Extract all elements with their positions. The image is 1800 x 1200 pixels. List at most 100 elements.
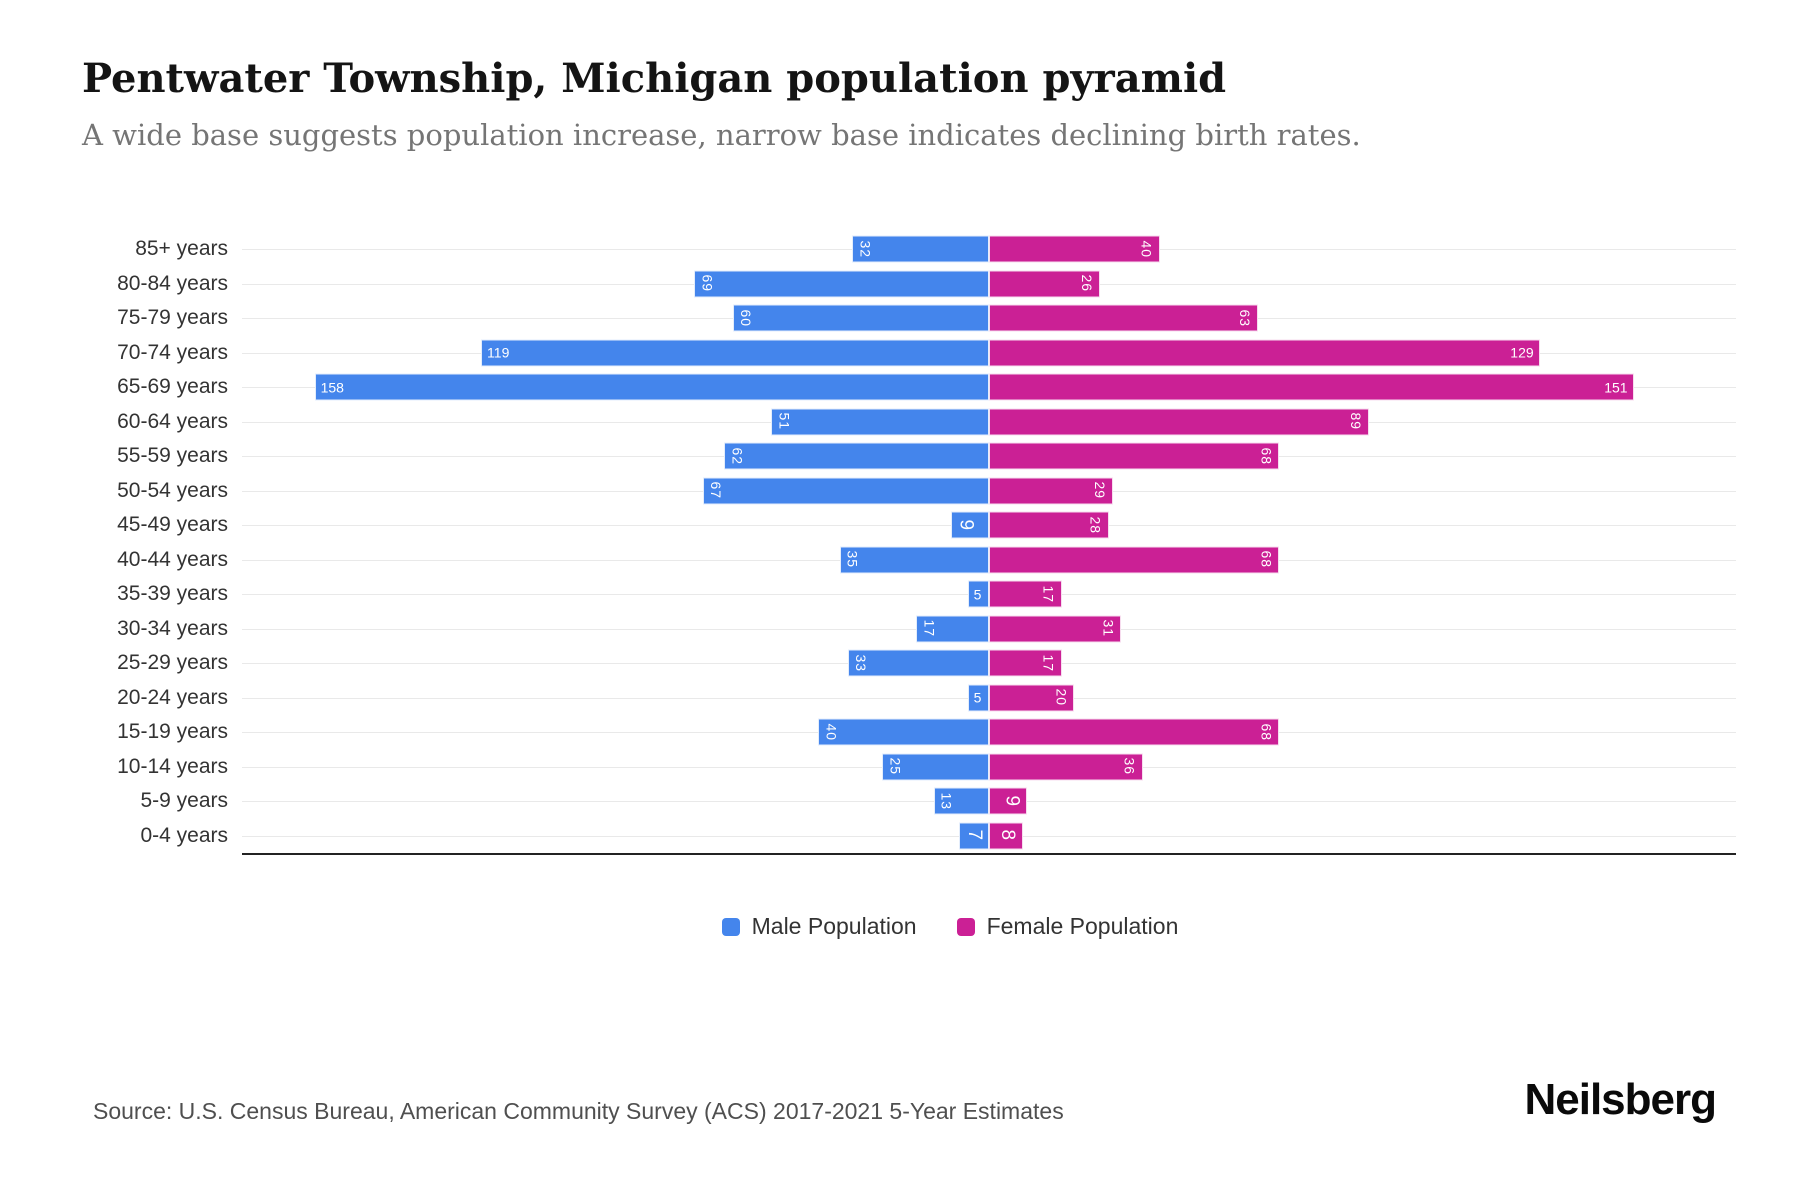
female-bar[interactable]: 63: [989, 304, 1258, 332]
male-half: 51: [242, 408, 989, 436]
male-bar[interactable]: 40: [818, 718, 989, 746]
male-bar[interactable]: 13: [933, 787, 989, 815]
male-bar-label: 25: [887, 757, 904, 776]
female-half: 151: [989, 373, 1736, 401]
female-half: 20: [989, 684, 1736, 712]
pyramid-row: 20-24 years 5 20: [0, 681, 1736, 716]
female-bar[interactable]: 129: [989, 339, 1540, 367]
pyramid-row: 0-4 years 7 8: [0, 819, 1736, 854]
row-plot: 62 68: [242, 439, 1736, 474]
female-bar[interactable]: 151: [989, 373, 1634, 401]
female-half: 28: [989, 511, 1736, 539]
male-bar[interactable]: 17: [916, 615, 989, 643]
female-half: 68: [989, 546, 1736, 574]
female-half: 36: [989, 753, 1736, 781]
male-bar-label: 67: [708, 481, 725, 500]
male-bar[interactable]: 69: [694, 270, 989, 298]
category-label: 70-74 years: [117, 340, 228, 364]
row-plot: 9 28: [242, 508, 1736, 543]
male-bar[interactable]: 60: [732, 304, 989, 332]
female-bar[interactable]: 29: [989, 477, 1113, 505]
male-bar[interactable]: 158: [314, 373, 989, 401]
female-bar-label: 68: [1258, 723, 1275, 742]
male-bar-label: 51: [776, 412, 793, 431]
legend-item-female[interactable]: Female Population: [956, 913, 1179, 940]
female-bar[interactable]: 68: [989, 442, 1280, 470]
female-bar-label: 68: [1258, 447, 1275, 466]
male-bar-label: 158: [320, 379, 344, 396]
male-bar[interactable]: 35: [839, 546, 989, 574]
row-plot: 158 151: [242, 370, 1736, 405]
female-half: 17: [989, 580, 1736, 608]
legend-label-male: Male Population: [751, 913, 917, 939]
female-half: 89: [989, 408, 1736, 436]
row-plot: 67 29: [242, 474, 1736, 509]
male-bar-label: 5: [973, 689, 982, 706]
row-plot: 33 17: [242, 646, 1736, 681]
female-bar-label: 129: [1510, 344, 1534, 361]
legend: Male Population Female Population: [0, 913, 1800, 940]
male-bar[interactable]: 51: [771, 408, 989, 436]
male-half: 158: [242, 373, 989, 401]
male-bar[interactable]: 32: [852, 235, 989, 263]
male-bar-label: 62: [729, 447, 746, 466]
female-bar[interactable]: 17: [989, 580, 1062, 608]
male-half: 5: [242, 684, 989, 712]
female-bar[interactable]: 68: [989, 718, 1280, 746]
category-label: 5-9 years: [140, 789, 228, 812]
male-bar[interactable]: 9: [950, 511, 989, 539]
legend-label-female: Female Population: [986, 913, 1179, 939]
row-plot: 5 20: [242, 681, 1736, 716]
pyramid-row: 85+ years 32 40: [0, 232, 1736, 267]
male-bar[interactable]: 25: [882, 753, 989, 781]
female-bar-label: 151: [1604, 379, 1628, 396]
female-bar-label: 29: [1091, 481, 1108, 500]
female-bar[interactable]: 89: [989, 408, 1369, 436]
row-plot: 35 68: [242, 543, 1736, 578]
male-bar[interactable]: 5: [967, 684, 989, 712]
female-swatch-icon: [956, 917, 975, 936]
pyramid-row: 5-9 years 13 9: [0, 784, 1736, 819]
female-bar-label: 28: [1087, 516, 1104, 535]
male-bar[interactable]: 7: [959, 822, 989, 850]
female-bar[interactable]: 40: [989, 235, 1160, 263]
male-bar[interactable]: 67: [703, 477, 989, 505]
category-label: 65-69 years: [117, 375, 228, 398]
female-bar-label: 89: [1347, 412, 1364, 431]
pyramid-row: 75-79 years 60 63: [0, 301, 1736, 336]
female-half: 40: [989, 235, 1736, 263]
female-bar[interactable]: 68: [989, 546, 1280, 574]
female-bar[interactable]: 20: [989, 684, 1075, 712]
pyramid-row: 65-69 years 158 151: [0, 370, 1736, 405]
female-half: 68: [989, 718, 1736, 746]
male-bar[interactable]: 33: [848, 649, 989, 677]
female-bar[interactable]: 36: [989, 753, 1143, 781]
male-bar-label: 69: [699, 274, 716, 293]
female-half: 31: [989, 615, 1736, 643]
female-bar[interactable]: 8: [989, 822, 1024, 850]
row-plot: 32 40: [242, 232, 1736, 267]
male-bar[interactable]: 119: [481, 339, 989, 367]
female-bar[interactable]: 17: [989, 649, 1062, 677]
female-bar-label: 17: [1040, 654, 1057, 673]
category-label: 45-49 years: [117, 513, 228, 536]
female-bar[interactable]: 28: [989, 511, 1109, 539]
category-label: 85+ years: [135, 237, 228, 260]
row-plot: 60 63: [242, 301, 1736, 336]
male-bar-label: 32: [857, 240, 874, 259]
male-bar[interactable]: 62: [724, 442, 989, 470]
female-bar-label: 40: [1138, 240, 1155, 259]
female-bar-label: 20: [1053, 688, 1070, 707]
male-half: 69: [242, 270, 989, 298]
male-half: 32: [242, 235, 989, 263]
female-bar[interactable]: 26: [989, 270, 1100, 298]
category-label: 20-24 years: [117, 685, 228, 709]
female-bar[interactable]: 9: [989, 787, 1028, 815]
female-bar[interactable]: 31: [989, 615, 1122, 643]
male-half: 60: [242, 304, 989, 332]
pyramid-row: 45-49 years 9 28: [0, 508, 1736, 543]
male-bar[interactable]: 5: [967, 580, 989, 608]
row-plot: 17 31: [242, 612, 1736, 647]
category-label: 80-84 years: [117, 271, 228, 295]
legend-item-male[interactable]: Male Population: [721, 913, 917, 940]
